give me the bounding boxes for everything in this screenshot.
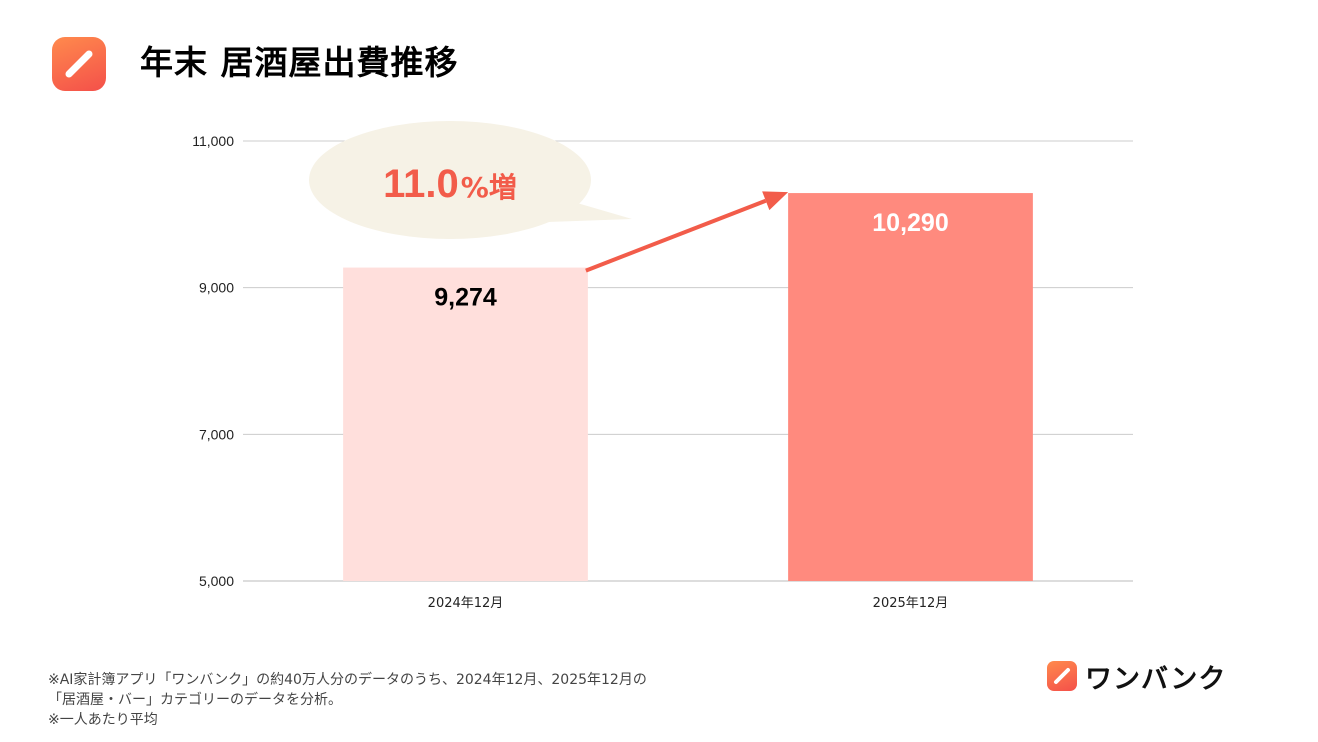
x-axis-labels: 2024年12月 2025年12月	[428, 596, 949, 611]
x-category-label: 2025年12月	[873, 596, 949, 611]
change-percentage-label: 11.0%増	[383, 162, 517, 206]
y-tick-label: 9,000	[199, 280, 234, 296]
y-tick-label: 11,000	[192, 133, 234, 149]
change-value: 11.0	[383, 162, 459, 206]
x-category-label: 2024年12月	[428, 596, 504, 611]
brand-logo: ワンバンク	[1047, 660, 1226, 695]
bars: 9,274 10,290	[343, 193, 1033, 582]
data-label: 9,274	[434, 284, 497, 312]
speech-bubble	[309, 121, 591, 239]
y-tick-label: 5,000	[199, 573, 234, 589]
footnotes: ※AI家計簿アプリ「ワンバンク」の約40万人分のデータのうち、2024年12月、…	[48, 670, 647, 730]
pencil-icon	[65, 50, 93, 78]
bar-2	[788, 193, 1033, 582]
bar-chart: 5,000 7,000 9,000 11,000 9,274 10,290 2024年1…	[192, 121, 1133, 611]
brand-name: ワンバンク	[1085, 663, 1227, 695]
bar-1	[343, 267, 588, 581]
footnote-line-1: ※AI家計簿アプリ「ワンバンク」の約40万人分のデータのうち、2024年12月、…	[48, 672, 647, 688]
change-unit: %増	[461, 171, 517, 204]
footnote-line-2: 「居酒屋・バー」カテゴリーのデータを分析。	[48, 692, 342, 708]
y-axis-ticks: 5,000 7,000 9,000 11,000	[192, 133, 234, 589]
y-tick-label: 7,000	[199, 426, 234, 442]
increase-arrow-head	[762, 191, 789, 211]
pencil-icon	[1054, 668, 1070, 684]
footnote-line-3: ※一人あたり平均	[48, 712, 158, 728]
change-callout: 11.0%増	[309, 121, 789, 273]
page-title: 年末 居酒屋出費推移	[140, 43, 459, 82]
increase-arrow-line	[585, 198, 767, 273]
data-label: 10,290	[872, 209, 948, 237]
app-logo-icon	[52, 37, 106, 91]
brand-pencil-icon	[1047, 661, 1077, 691]
